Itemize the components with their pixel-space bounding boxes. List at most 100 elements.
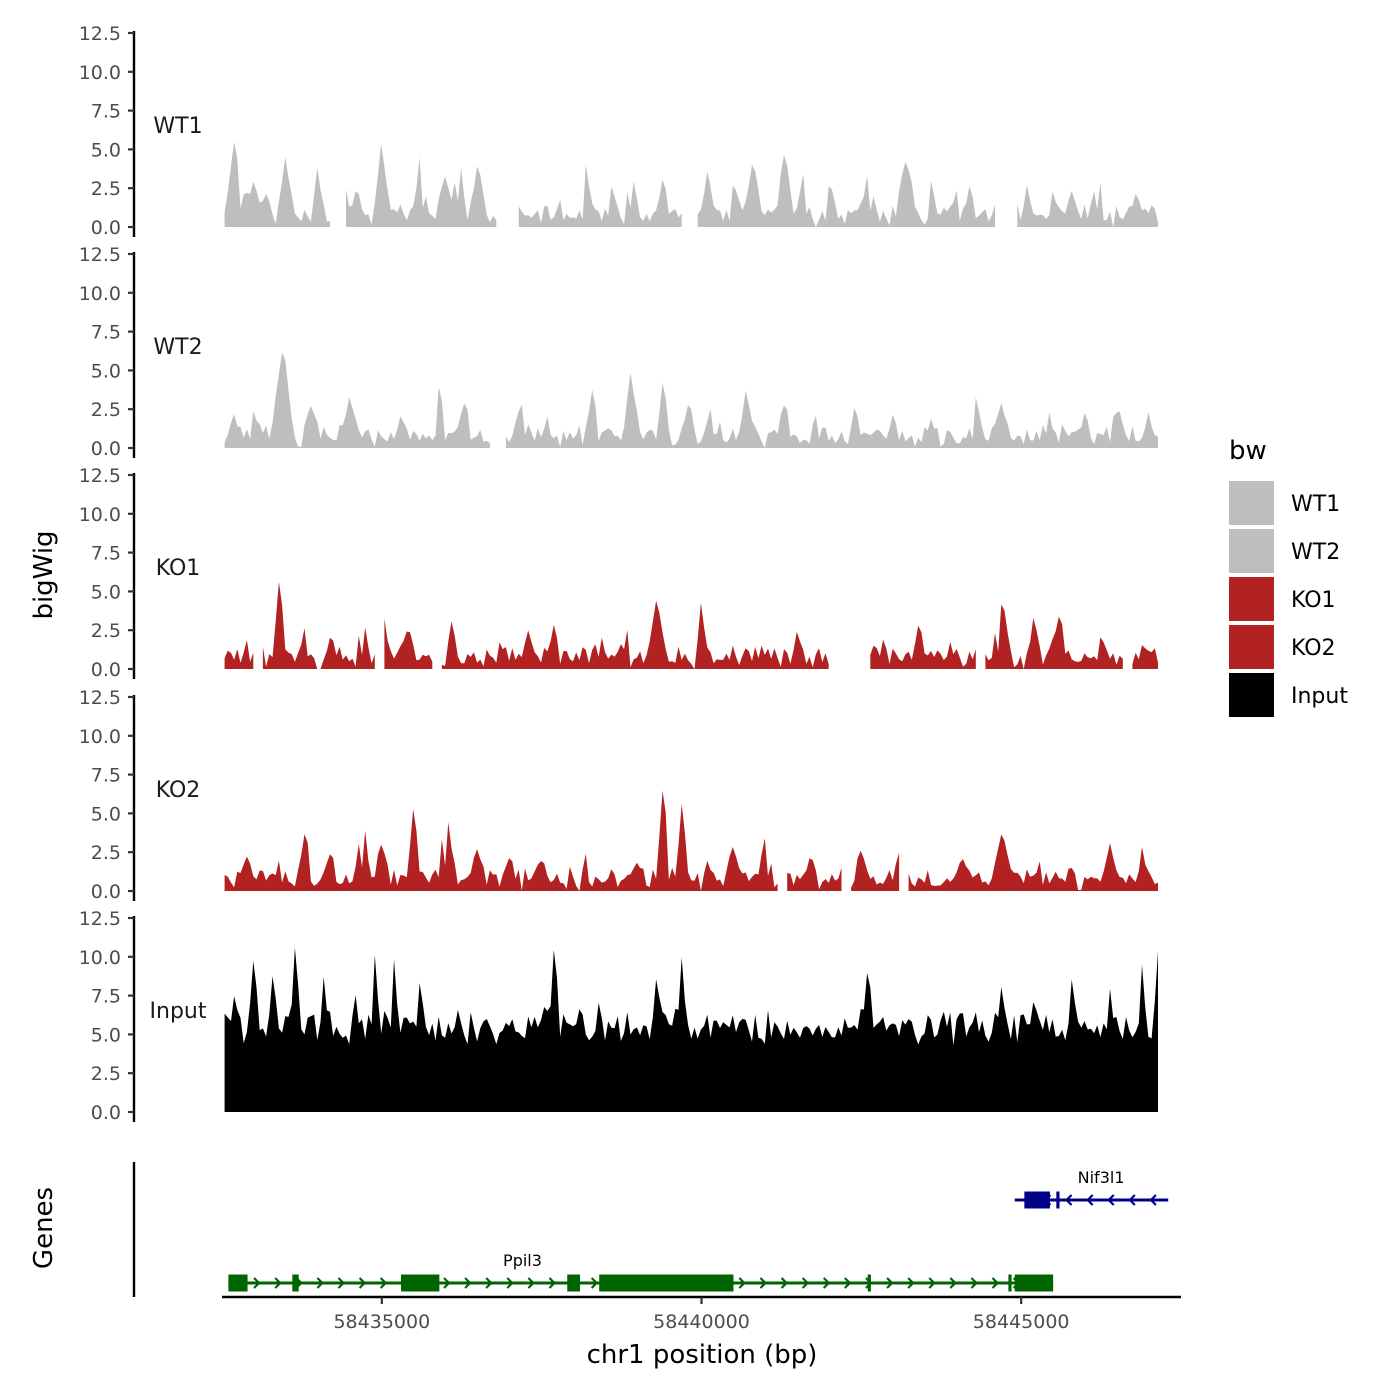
y-tick-label: 2.5: [91, 620, 121, 642]
track-label-ko2: KO2: [156, 778, 201, 803]
gene-label: Nif3l1: [1078, 1168, 1125, 1187]
y-axis-title: bigWig: [29, 530, 59, 619]
y-tick-label: 12.5: [79, 244, 121, 266]
track-panel-ko2: 0.0 2.5 5.0 7.5 10.0 12.5 KO2: [79, 687, 1158, 903]
gene-label: Ppil3: [503, 1251, 542, 1270]
strand-arrow: [949, 1277, 957, 1289]
signal-area-input: [224, 947, 1159, 1112]
strand-arrow: [759, 1277, 767, 1289]
legend-label-wt1: WT1: [1291, 492, 1340, 517]
y-tick-label: 7.5: [91, 765, 121, 787]
y-tick-label: 10.0: [79, 726, 121, 748]
strand-arrow: [801, 1277, 810, 1289]
strand-arrow: [379, 1277, 388, 1289]
track-panel-wt2: 0.0 2.5 5.0 7.5 10.0 12.5 WT2: [79, 244, 1158, 460]
strand-arrow: [274, 1277, 282, 1289]
signal-area-ko1: [441, 600, 829, 669]
legend-key-ko1: [1229, 577, 1274, 621]
signal-area-ko2: [787, 858, 842, 891]
strand-arrow: [506, 1277, 514, 1289]
genes-axis-title: Genes: [29, 1187, 59, 1269]
y-tick-label: 12.5: [79, 465, 121, 487]
strand-arrow: [1149, 1194, 1157, 1206]
strand-arrow: [1086, 1194, 1094, 1206]
legend-key-input: [1229, 673, 1274, 717]
strand-arrow: [527, 1277, 535, 1289]
track-panels: 0.0 2.5 5.0 7.5 10.0 12.5 WT1 0.0 2.5 5.0 7.5 10.0 1…: [79, 23, 1159, 1124]
signal-area-wt1: [697, 155, 995, 227]
y-tick-label: 7.5: [91, 543, 121, 565]
gene-ppil3: Ppil3: [228, 1251, 1054, 1292]
gene-exon: [599, 1274, 734, 1292]
y-tick-label: 12.5: [79, 23, 121, 45]
genes-panel: Genes Ppil3 Nif3l1: [29, 1162, 1169, 1297]
gene-exon: [401, 1274, 440, 1292]
strand-arrow: [1107, 1194, 1115, 1206]
signal-area-wt1: [518, 164, 682, 227]
strand-arrow: [886, 1277, 894, 1289]
y-tick-label: 0.0: [91, 1102, 121, 1124]
legend: bw WT1 WT2 KO1 KO2 Input: [1229, 436, 1348, 717]
y-tick-label: 10.0: [79, 947, 121, 969]
y-tick-label: 12.5: [79, 908, 121, 930]
strand-arrow: [780, 1277, 789, 1289]
x-tick-label: 58435000: [333, 1311, 430, 1333]
gene-exon: [867, 1274, 871, 1292]
gene-exon: [228, 1274, 248, 1292]
y-tick-label: 5.0: [91, 139, 121, 161]
signal-area-wt1: [1017, 182, 1158, 227]
gene-exon: [292, 1274, 299, 1292]
gene-exon: [567, 1274, 581, 1292]
strand-arrow: [464, 1277, 472, 1289]
signal-area-ko2: [851, 850, 900, 891]
legend-title: bw: [1229, 436, 1267, 466]
signal-area-wt2: [224, 352, 490, 448]
strand-arrow: [316, 1277, 324, 1289]
strand-arrow: [970, 1277, 978, 1289]
legend-key-ko2: [1229, 625, 1274, 669]
track-label-wt2: WT2: [153, 335, 202, 360]
strand-arrow: [590, 1277, 599, 1289]
y-tick-label: 0.0: [91, 881, 121, 903]
track-label-wt1: WT1: [153, 114, 202, 139]
strand-arrow: [358, 1277, 367, 1289]
x-axis: 58435000 58440000 58445000: [222, 1295, 1181, 1333]
track-label-ko1: KO1: [156, 556, 201, 581]
y-tick-label: 2.5: [91, 178, 121, 200]
signal-area-ko1: [1132, 645, 1158, 669]
signal-area-ko1: [985, 604, 1123, 669]
y-tick-label: 2.5: [91, 399, 121, 421]
strand-arrow: [1128, 1194, 1136, 1206]
legend-label-ko2: KO2: [1291, 636, 1336, 661]
y-tick-label: 5.0: [91, 803, 121, 825]
y-tick-label: 5.0: [91, 360, 121, 382]
legend-key-wt2: [1229, 529, 1274, 573]
strand-arrow: [1065, 1194, 1073, 1206]
y-tick-label: 2.5: [91, 842, 121, 864]
strand-arrow: [253, 1277, 261, 1289]
strand-arrow: [738, 1277, 746, 1289]
y-tick-label: 12.5: [79, 687, 121, 709]
legend-key-wt1: [1229, 481, 1274, 525]
y-tick-label: 5.0: [91, 581, 121, 603]
signal-area-ko1: [384, 618, 433, 669]
y-tick-label: 10.0: [79, 62, 121, 84]
strand-arrow: [548, 1277, 557, 1289]
y-tick-label: 7.5: [91, 101, 121, 123]
y-tick-label: 0.0: [91, 217, 121, 239]
signal-area-wt1: [346, 143, 497, 227]
signal-area-ko1: [224, 640, 254, 669]
strand-arrow: [844, 1277, 852, 1289]
legend-label-input: Input: [1291, 684, 1348, 709]
strand-arrow: [928, 1277, 936, 1289]
y-tick-label: 5.0: [91, 1024, 121, 1046]
strand-arrow: [907, 1277, 915, 1289]
y-tick-label: 7.5: [91, 986, 121, 1008]
strand-arrow: [822, 1277, 831, 1289]
gene-exon: [1056, 1191, 1060, 1209]
signal-area-wt2: [505, 372, 1158, 448]
gene-nif3l1: Nif3l1: [1014, 1168, 1169, 1209]
gene-exon: [1014, 1274, 1054, 1292]
legend-label-ko1: KO1: [1291, 588, 1336, 613]
